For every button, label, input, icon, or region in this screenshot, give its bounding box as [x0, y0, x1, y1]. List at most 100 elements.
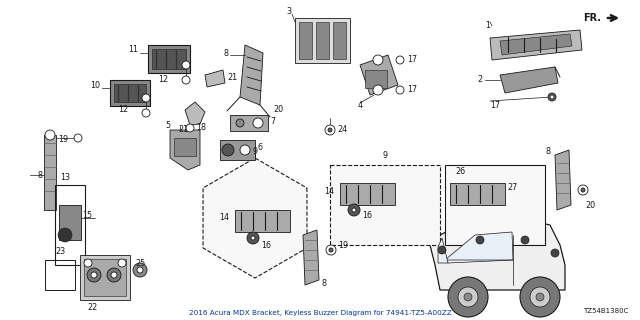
Circle shape — [396, 56, 404, 64]
Polygon shape — [185, 102, 205, 125]
Text: 13: 13 — [60, 172, 70, 181]
Text: 25: 25 — [135, 259, 145, 268]
Text: 19: 19 — [338, 241, 348, 250]
Circle shape — [373, 85, 383, 95]
Bar — [152, 49, 186, 69]
Circle shape — [581, 188, 585, 192]
Polygon shape — [205, 70, 225, 87]
Text: 8: 8 — [545, 147, 550, 156]
Text: 17: 17 — [407, 55, 417, 65]
Circle shape — [87, 268, 101, 282]
Circle shape — [182, 61, 190, 69]
Bar — [45, 260, 75, 290]
Circle shape — [253, 118, 263, 128]
Text: 3: 3 — [286, 7, 291, 17]
Circle shape — [137, 267, 143, 273]
Circle shape — [186, 124, 194, 132]
Text: 27: 27 — [507, 183, 517, 193]
Circle shape — [476, 236, 484, 244]
Text: 6: 6 — [258, 143, 263, 153]
Text: 10: 10 — [90, 81, 100, 90]
Polygon shape — [203, 158, 307, 278]
Text: 18: 18 — [196, 124, 206, 132]
Circle shape — [396, 86, 404, 94]
Bar — [114, 84, 146, 102]
Circle shape — [240, 145, 250, 155]
Circle shape — [58, 228, 72, 242]
Text: 11: 11 — [128, 45, 138, 54]
Bar — [316, 22, 329, 59]
Text: 23: 23 — [55, 247, 65, 257]
Circle shape — [182, 76, 190, 84]
Circle shape — [251, 236, 255, 240]
Polygon shape — [500, 67, 558, 93]
Text: 8: 8 — [321, 278, 326, 287]
Text: 2016 Acura MDX Bracket, Keyless Buzzer Diagram for 74941-TZ5-A00ZZ: 2016 Acura MDX Bracket, Keyless Buzzer D… — [189, 310, 451, 316]
Text: 2: 2 — [478, 76, 483, 84]
Circle shape — [84, 259, 92, 267]
Text: 14: 14 — [219, 213, 229, 222]
Polygon shape — [303, 230, 319, 285]
Polygon shape — [240, 45, 263, 105]
Text: 20: 20 — [273, 106, 283, 115]
Bar — [450, 183, 505, 205]
Polygon shape — [438, 238, 448, 263]
Bar — [333, 22, 346, 59]
Text: 12: 12 — [158, 75, 168, 84]
Circle shape — [222, 144, 234, 156]
Text: 8: 8 — [37, 171, 42, 180]
Text: 5: 5 — [165, 121, 171, 130]
Text: 19: 19 — [58, 135, 68, 145]
Circle shape — [107, 268, 121, 282]
Text: 22: 22 — [87, 302, 97, 311]
Text: 21: 21 — [227, 74, 237, 83]
Circle shape — [325, 125, 335, 135]
Bar — [44, 135, 56, 210]
Circle shape — [578, 185, 588, 195]
Circle shape — [521, 236, 529, 244]
Text: 15: 15 — [82, 211, 92, 220]
Text: 1: 1 — [485, 21, 490, 30]
Circle shape — [551, 249, 559, 257]
Polygon shape — [490, 30, 582, 60]
Circle shape — [118, 259, 126, 267]
Circle shape — [328, 128, 332, 132]
Circle shape — [329, 248, 333, 252]
Circle shape — [448, 277, 488, 317]
Text: 17: 17 — [407, 85, 417, 94]
Bar — [299, 22, 312, 59]
Bar — [365, 70, 387, 88]
Circle shape — [326, 245, 336, 255]
Circle shape — [464, 293, 472, 301]
Text: 7: 7 — [270, 116, 275, 125]
Polygon shape — [445, 232, 513, 260]
Circle shape — [348, 204, 360, 216]
Bar — [340, 183, 395, 205]
Bar — [110, 80, 150, 106]
Text: TZ54B1380C: TZ54B1380C — [582, 308, 628, 314]
Text: 24: 24 — [337, 125, 347, 134]
Circle shape — [142, 94, 150, 102]
Circle shape — [142, 109, 150, 117]
Circle shape — [438, 246, 446, 254]
Circle shape — [352, 208, 356, 212]
Polygon shape — [360, 55, 398, 95]
Circle shape — [530, 287, 550, 307]
Text: 26: 26 — [455, 166, 465, 175]
Polygon shape — [170, 130, 200, 170]
Bar — [235, 210, 290, 232]
Text: 20: 20 — [585, 201, 595, 210]
Text: 14: 14 — [324, 187, 334, 196]
Polygon shape — [500, 34, 572, 55]
Text: 4: 4 — [358, 100, 362, 109]
Bar — [174, 138, 196, 156]
Text: FR.: FR. — [583, 13, 601, 23]
Bar — [220, 140, 255, 160]
Text: 16: 16 — [261, 241, 271, 250]
Polygon shape — [430, 217, 565, 290]
Circle shape — [247, 232, 259, 244]
Circle shape — [91, 272, 97, 278]
Text: 8: 8 — [223, 49, 228, 58]
Circle shape — [458, 287, 478, 307]
Circle shape — [74, 134, 82, 142]
